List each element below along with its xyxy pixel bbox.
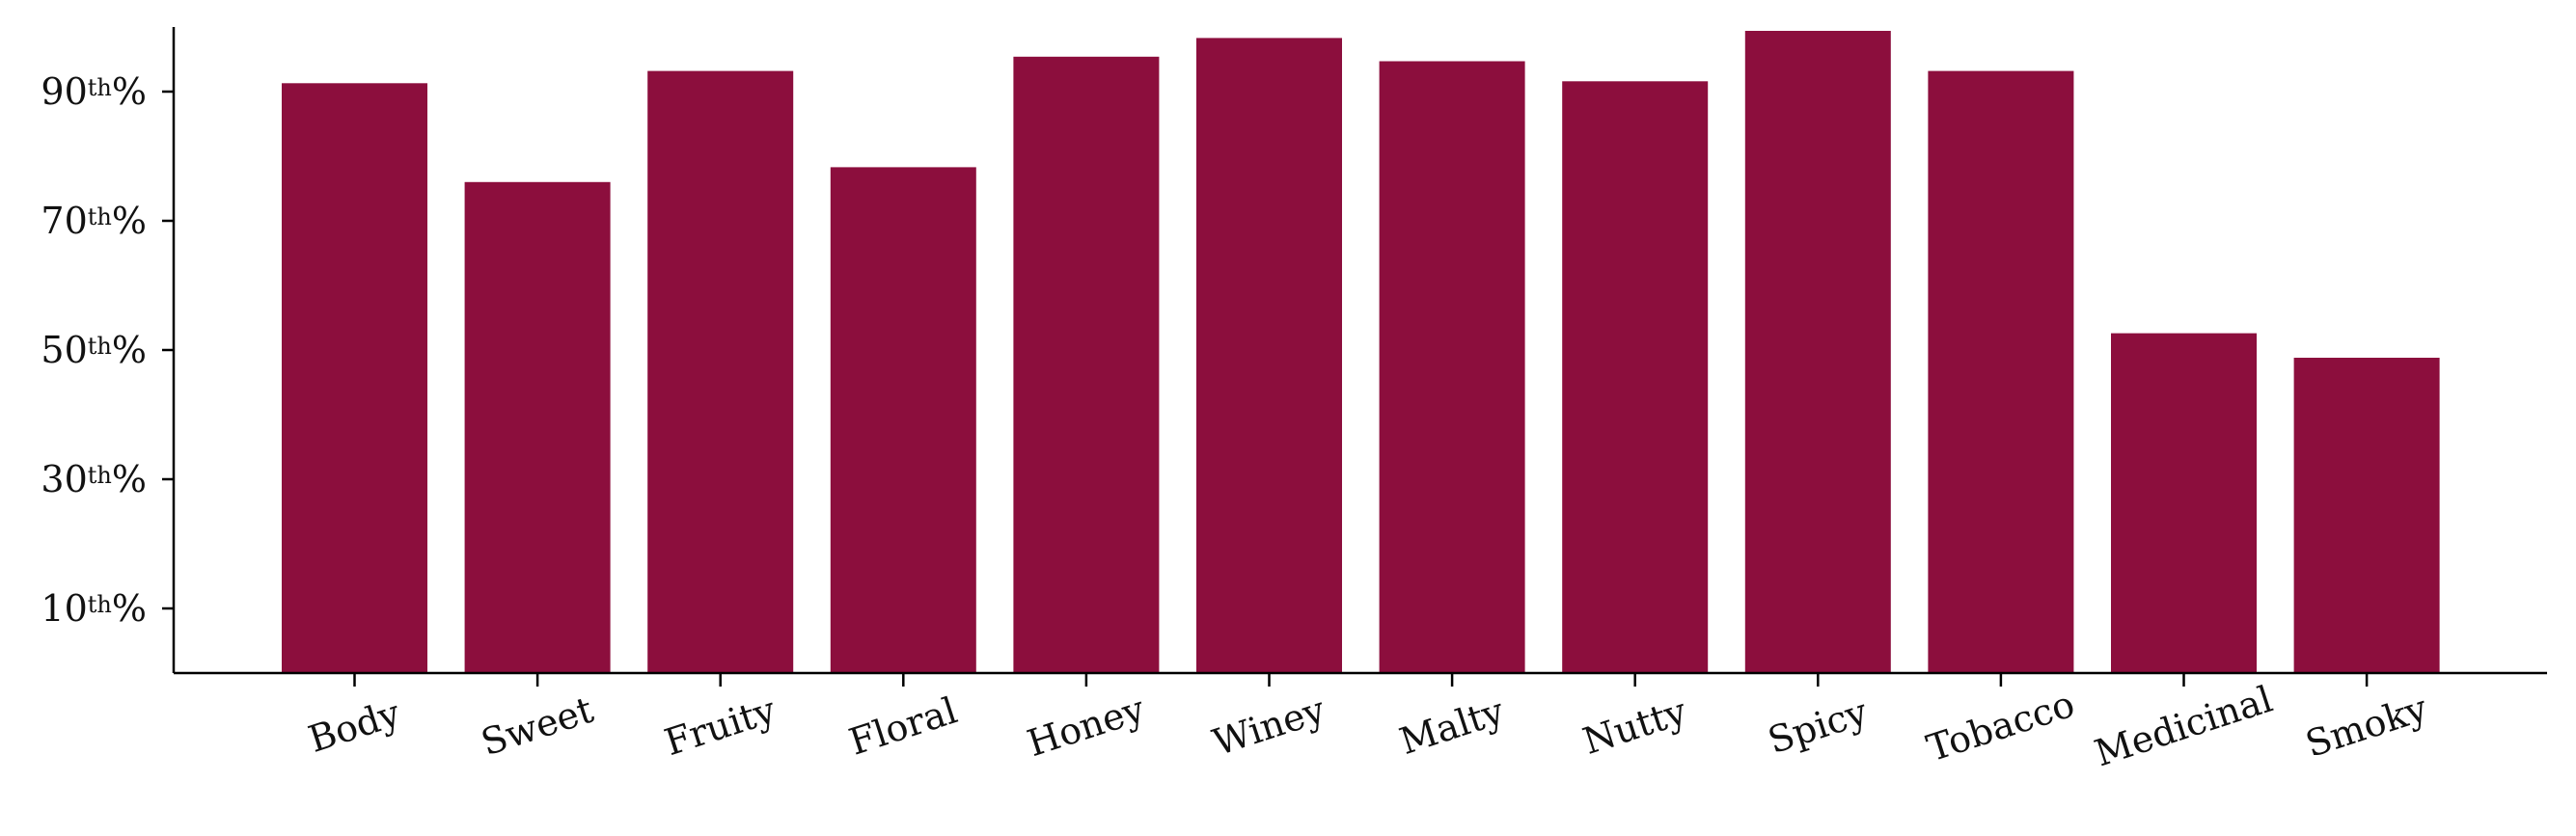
- bar-body: [282, 83, 427, 674]
- x-tick-label-nutty: Nutty: [1577, 689, 1691, 763]
- x-tick-label-sweet: Sweet: [476, 688, 598, 765]
- x-tick-label-smoky: Smoky: [2300, 687, 2432, 766]
- bar-winey: [1196, 38, 1342, 673]
- x-tick-label-tobacco: Tobacco: [1922, 683, 2080, 770]
- y-axis: 10th% 30th% 50th% 70th% 90th%: [41, 27, 176, 673]
- x-tick-label-fruity: Fruity: [660, 688, 781, 764]
- x-tick-label-honey: Honey: [1023, 688, 1150, 765]
- bar-tobacco: [1928, 70, 2074, 674]
- bar-malty: [1379, 61, 1525, 673]
- y-tick-label-70: 70th%: [41, 200, 147, 242]
- x-tick-label-medicinal: Medicinal: [2090, 678, 2278, 775]
- x-tick-label-spicy: Spicy: [1763, 690, 1873, 763]
- bars-layer: [282, 31, 2440, 674]
- y-tick-label-30: 30th%: [41, 458, 147, 500]
- y-tick-label-50: 50th%: [41, 329, 147, 371]
- y-tick-label-10: 10th%: [41, 587, 147, 630]
- bar-floral: [830, 167, 976, 673]
- bar-nutty: [1562, 81, 1709, 674]
- x-tick-label-body: Body: [303, 691, 405, 761]
- bar-spicy: [1744, 31, 1891, 673]
- x-tick-label-winey: Winey: [1208, 688, 1330, 765]
- bar-fruity: [647, 70, 794, 674]
- x-axis: Body Sweet Fruity Floral Honey Winey Malty Nutt…: [174, 671, 2547, 775]
- bar-sweet: [464, 181, 611, 674]
- bar-honey: [1013, 56, 1160, 674]
- x-tick-label-malty: Malty: [1394, 689, 1509, 763]
- x-tick-label-floral: Floral: [844, 688, 962, 763]
- y-tick-label-90: 90th%: [41, 70, 147, 113]
- bar-medicinal: [2111, 333, 2257, 673]
- bar-smoky: [2293, 358, 2440, 673]
